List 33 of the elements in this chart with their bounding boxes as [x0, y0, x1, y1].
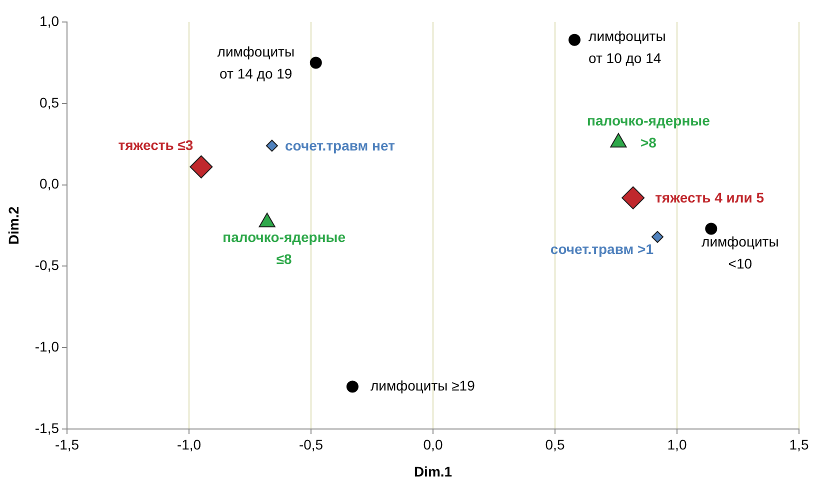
annotation: сочет.травм >1	[550, 240, 654, 257]
y-axis-title: Dim.2	[5, 206, 22, 245]
annotation: палочко-ядерные >8	[586, 112, 710, 150]
x-tick-label: -0,5	[298, 436, 324, 452]
y-tick-label: -0,5	[34, 257, 60, 274]
y-tick-label: 1,0	[40, 12, 60, 29]
annotation: лимфоциты <10	[702, 234, 779, 272]
x-tick-label: 1,0	[667, 436, 687, 452]
y-tick-label: 0,0	[40, 176, 60, 192]
x-tick-label: 0,0	[423, 436, 443, 452]
y-tick-label: -1,0	[34, 338, 60, 354]
annotation: тяжесть 4 или 5	[655, 190, 764, 206]
point	[705, 222, 718, 235]
annotation: лимфоциты от 14 до 19	[217, 44, 294, 82]
annotation: палочко-ядерные ≤8	[222, 229, 346, 268]
point	[651, 230, 664, 243]
point	[310, 56, 322, 69]
point	[266, 140, 278, 152]
point	[622, 186, 645, 210]
annotation: лимфоциты от 10 до 14	[588, 28, 666, 66]
y-tick-label: 0,5	[40, 94, 60, 110]
x-tick-label: 1,5	[789, 436, 809, 452]
point	[190, 155, 213, 178]
point	[568, 34, 581, 46]
point	[346, 380, 358, 393]
annotation: лимфоциты ≥19	[370, 378, 476, 394]
annotation: тяжесть ≤3	[118, 136, 194, 153]
x-axis-title: Dim.1	[414, 463, 452, 480]
y-tick-label: -1,5	[34, 420, 60, 436]
annotation: сочет.травм нет	[284, 138, 396, 154]
x-tick-label: -1,5	[54, 436, 80, 452]
x-tick-label: 0,5	[545, 436, 565, 452]
x-tick-label: -1,0	[176, 436, 202, 452]
